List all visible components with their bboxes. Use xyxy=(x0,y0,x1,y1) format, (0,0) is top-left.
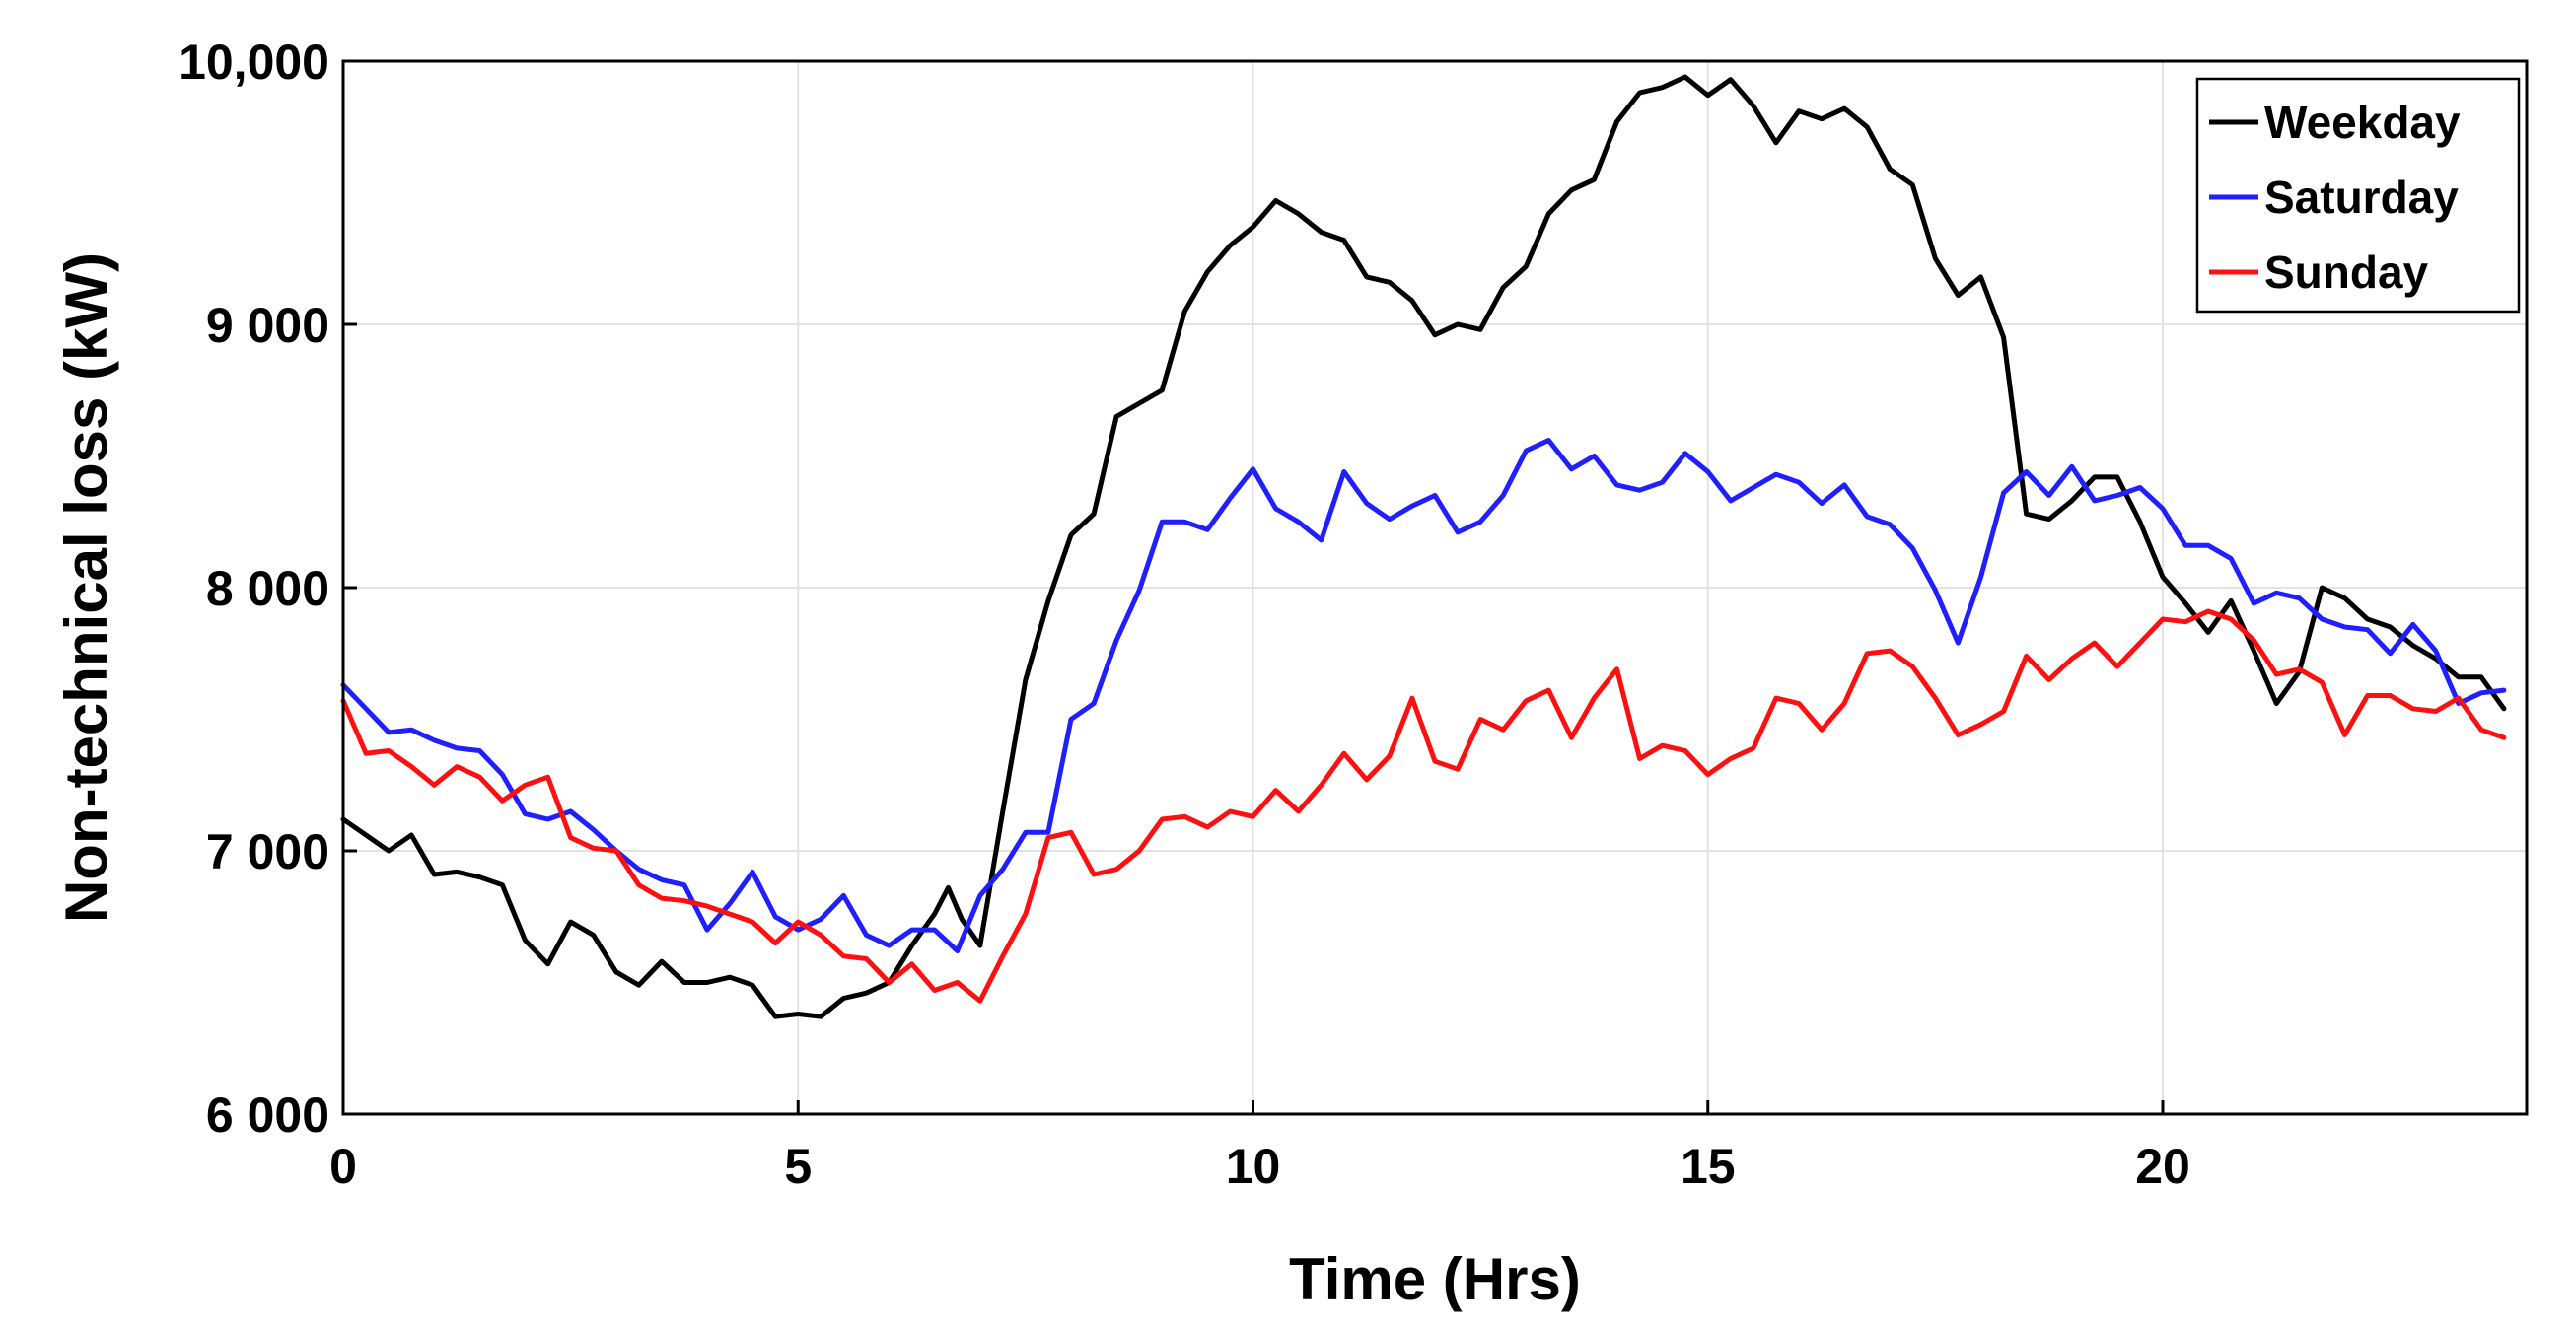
x-tick-label: 0 xyxy=(329,1139,357,1194)
y-tick-label: 9 000 xyxy=(206,298,329,353)
legend-label-weekday: Weekday xyxy=(2264,97,2461,148)
y-tick-label: 10,000 xyxy=(179,35,329,90)
y-axis-ticks: 6 000 7 000 8 000 9 000 10,000 xyxy=(179,35,357,1143)
series-line-sunday xyxy=(340,608,2507,1004)
y-axis-label: Non-technical loss (kW) xyxy=(53,252,119,923)
x-axis-ticks: 0 5 10 15 20 xyxy=(329,1100,2190,1194)
y-tick-label: 6 000 xyxy=(206,1087,329,1143)
y-tick-label: 8 000 xyxy=(206,561,329,616)
x-tick-label: 10 xyxy=(1226,1139,1281,1194)
legend: Weekday Saturday Sunday xyxy=(2195,77,2521,314)
series-group xyxy=(340,74,2507,1019)
x-tick-label: 20 xyxy=(2135,1139,2190,1194)
x-tick-label: 5 xyxy=(784,1139,812,1194)
series-line-saturday xyxy=(340,438,2507,953)
x-tick-label: 15 xyxy=(1681,1139,1736,1194)
y-tick-label: 7 000 xyxy=(206,824,329,879)
x-axis-label: Time (Hrs) xyxy=(1289,1246,1581,1312)
series-line-weekday xyxy=(340,74,2507,1019)
legend-label-sunday: Sunday xyxy=(2264,246,2429,298)
legend-label-saturday: Saturday xyxy=(2264,172,2459,223)
gridlines xyxy=(343,61,2527,1114)
